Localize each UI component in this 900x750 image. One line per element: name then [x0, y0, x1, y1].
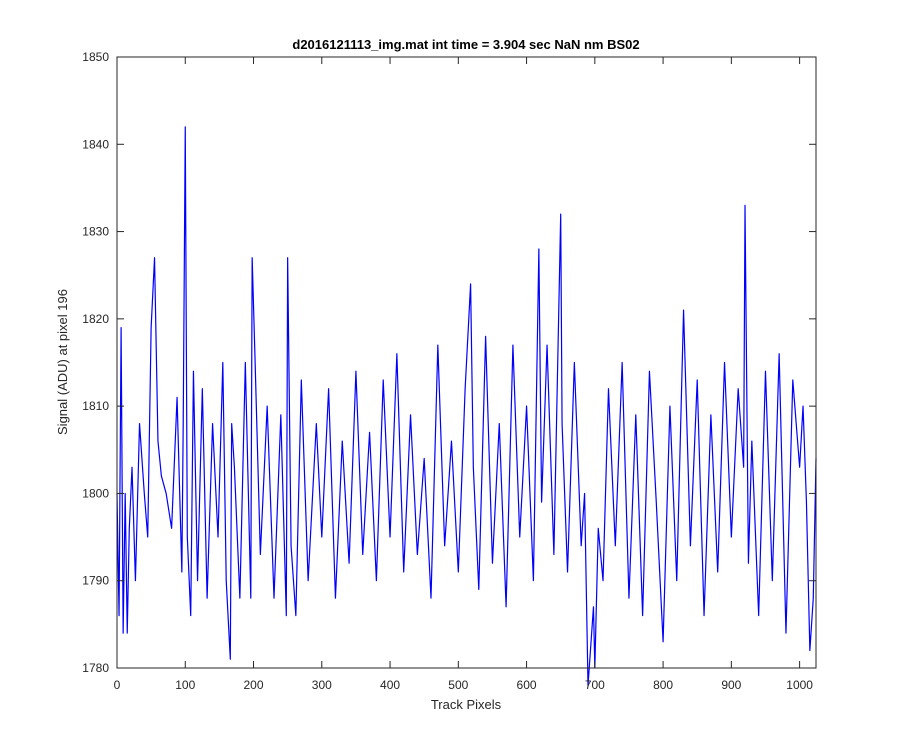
x-tick-label: 400	[380, 678, 400, 692]
chart-title: d2016121113_img.mat int time = 3.904 sec…	[292, 37, 639, 52]
x-tick-label: 900	[721, 678, 741, 692]
x-tick-label: 300	[312, 678, 332, 692]
x-tick-label: 600	[517, 678, 537, 692]
x-tick-label: 200	[244, 678, 264, 692]
series-line-0	[116, 126, 817, 687]
y-tick-label: 1840	[82, 137, 109, 151]
y-tick-label: 1810	[82, 399, 109, 413]
axes-box	[116, 56, 817, 669]
x-axis-ticks: 0 100 200 300 400 500 600 700 800 900 1000	[114, 57, 813, 692]
y-tick-label: 1830	[82, 225, 109, 239]
x-tick-label: 500	[448, 678, 468, 692]
x-tick-label: 100	[175, 678, 195, 692]
x-tick-label: 0	[114, 678, 121, 692]
x-tick-label: 1000	[786, 678, 813, 692]
x-axis-label: Track Pixels	[431, 697, 502, 712]
y-tick-label: 1850	[82, 50, 109, 64]
y-tick-label: 1820	[82, 312, 109, 326]
y-tick-label: 1780	[82, 661, 109, 675]
x-tick-label: 700	[585, 678, 605, 692]
x-tick-label: 800	[653, 678, 673, 692]
y-tick-label: 1790	[82, 574, 109, 588]
y-axis-label: Signal (ADU) at pixel 196	[55, 289, 70, 435]
y-axis-ticks: 1780 1790 1800 1810 1820 1830 1840 1850	[82, 50, 816, 675]
y-tick-label: 1800	[82, 486, 109, 500]
